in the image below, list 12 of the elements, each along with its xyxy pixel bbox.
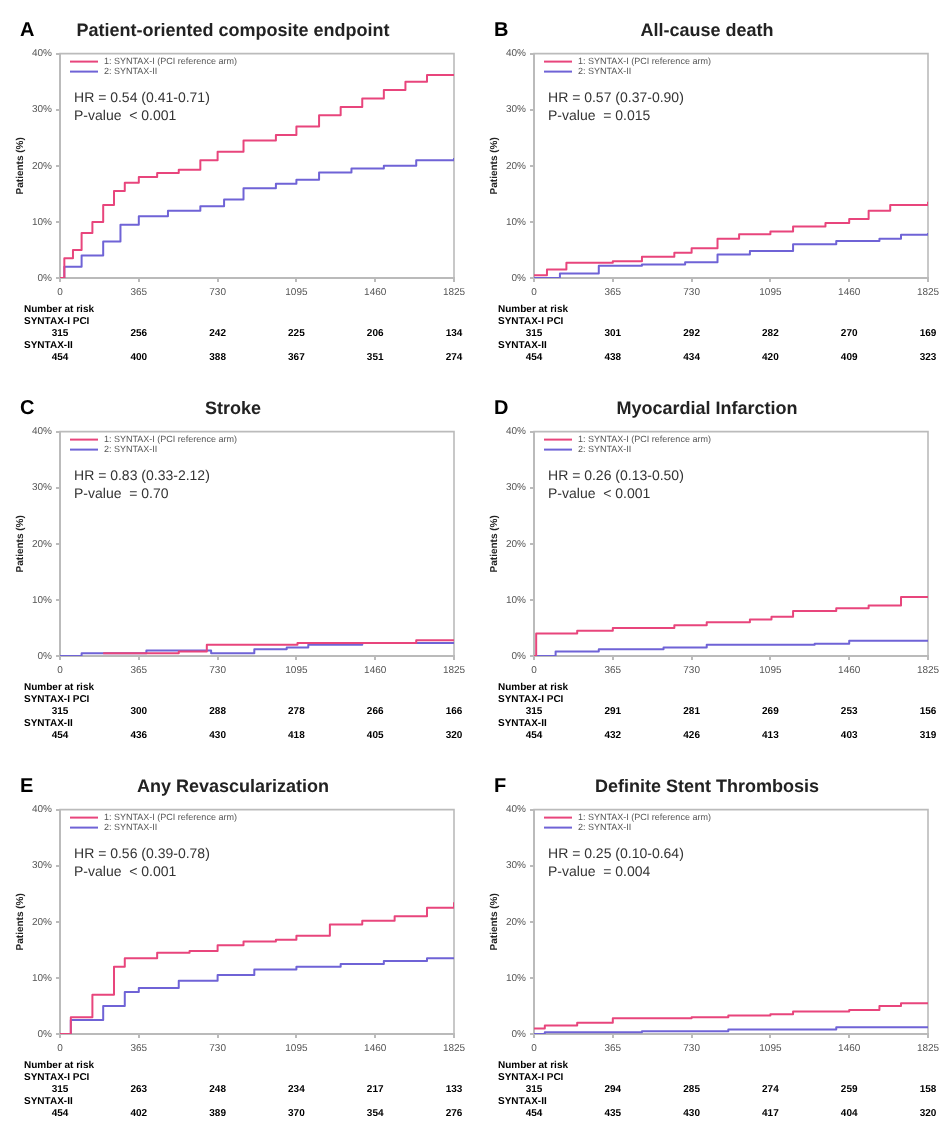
chart-title: Stroke: [204, 397, 262, 418]
text: D: [494, 398, 509, 420]
chart-title: Patient-oriented composite endpoint: [76, 19, 390, 40]
text: A: [20, 20, 35, 42]
text: B: [494, 20, 509, 42]
text: E: [20, 776, 34, 798]
chart-title: Any Revascularization: [136, 775, 330, 796]
text: F: [494, 776, 507, 798]
chart-title: Definite Stent Thrombosis: [594, 775, 820, 796]
text: C: [20, 398, 35, 420]
chart-title: All-cause death: [640, 19, 774, 40]
chart-title: Myocardial Infarction: [616, 397, 798, 418]
